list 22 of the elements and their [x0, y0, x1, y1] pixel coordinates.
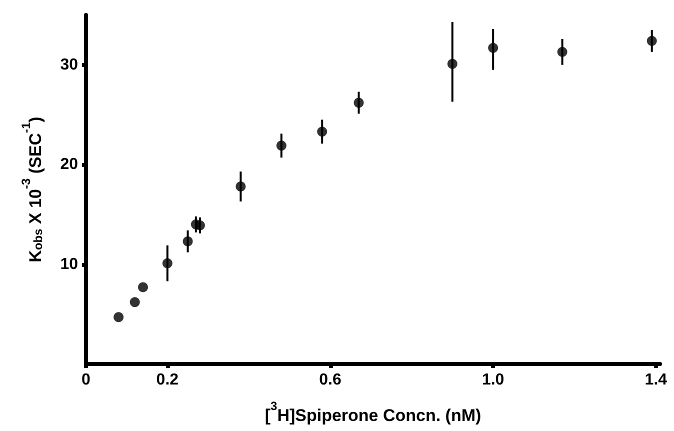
- y-tick-label: 20: [60, 156, 78, 174]
- y-tick-label: 10: [60, 256, 78, 273]
- point: [276, 140, 286, 151]
- point: [646, 36, 657, 46]
- x-tick-label: 1.0: [482, 372, 504, 388]
- y-axis-title: Kobs X 10-3 (SEC-1): [19, 116, 45, 262]
- point: [114, 312, 124, 322]
- point: [162, 258, 172, 268]
- point: [138, 282, 148, 292]
- x-tick-label: 1.4: [644, 372, 668, 388]
- point: [447, 58, 458, 69]
- point: [354, 98, 364, 108]
- y-tick-label: 30: [60, 56, 78, 74]
- x-tick-label: 0: [82, 372, 91, 388]
- x-tick-label: 0.2: [156, 372, 179, 388]
- x-tick-label: 0.6: [319, 372, 342, 388]
- point: [130, 297, 140, 308]
- point: [557, 46, 568, 57]
- point: [488, 42, 498, 53]
- point: [317, 126, 328, 137]
- point: [182, 236, 193, 246]
- point: [236, 182, 246, 192]
